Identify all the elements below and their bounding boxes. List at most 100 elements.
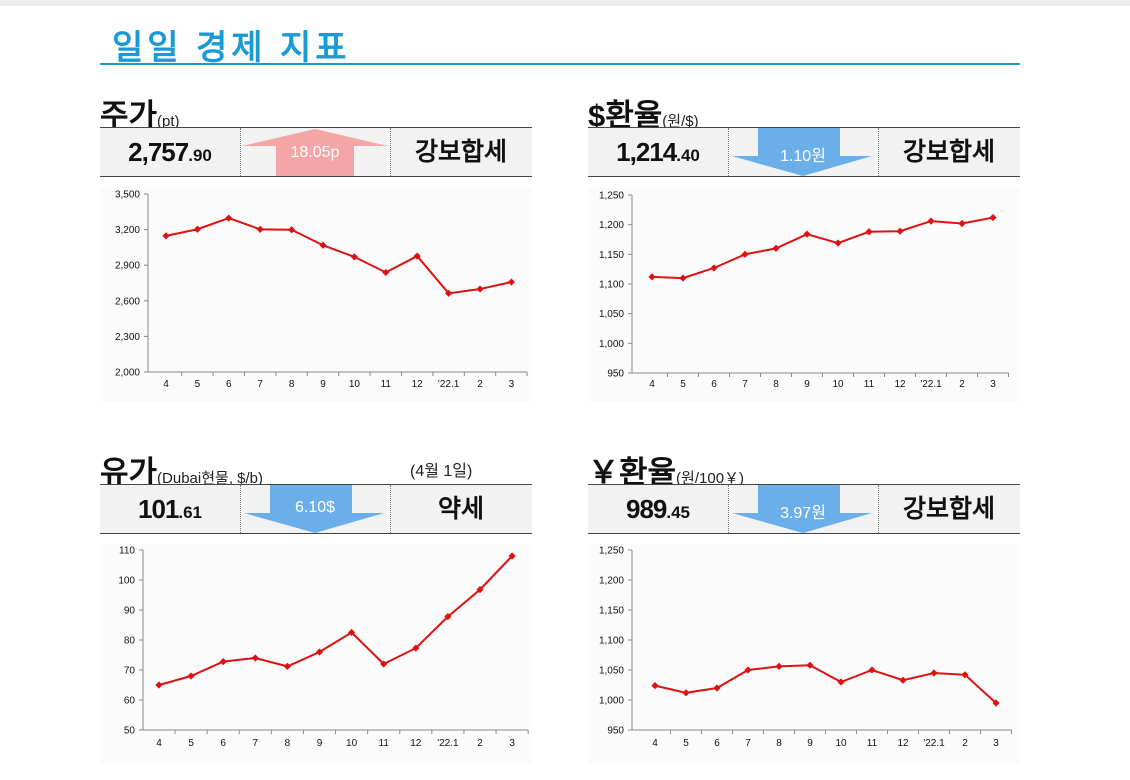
- y-tick-label: 1,250: [599, 191, 624, 202]
- data-point: [508, 552, 516, 560]
- x-tick-label: 9: [317, 738, 323, 749]
- y-tick-label: 1,050: [599, 666, 624, 677]
- data-point: [989, 213, 997, 222]
- y-tick-label: 1,050: [599, 309, 624, 320]
- data-point: [283, 662, 291, 670]
- x-tick-label: 11: [867, 738, 878, 749]
- y-tick-label: 110: [119, 546, 135, 557]
- y-tick-label: 1,200: [599, 220, 624, 231]
- trend-label: 강보합세: [902, 495, 995, 523]
- x-tick-label: 7: [742, 379, 748, 390]
- series-line: [165, 217, 512, 295]
- data-point: [476, 285, 484, 293]
- data-point: [445, 289, 453, 297]
- y-tick-label: 950: [607, 726, 624, 737]
- y-tick-label: 1,150: [599, 250, 624, 261]
- x-tick-label: 5: [683, 738, 689, 749]
- current-value: 989.45: [625, 494, 691, 524]
- x-tick-label: 12: [897, 738, 909, 749]
- line-chart: 950 1,000 1,050 1,100 1,150 1,200 1,250 4 5 6 7 8 9 1…: [588, 187, 1020, 402]
- x-tick-label: 2: [962, 738, 968, 749]
- panel-unit: (Dubai현물, $/b): [157, 470, 264, 487]
- change-value: 3.97원: [780, 505, 826, 522]
- data-point: [896, 227, 904, 235]
- x-tick-label: 10: [349, 379, 361, 390]
- data-point: [256, 225, 264, 233]
- line-chart: 50 60 70 80 90 100 110 4 5 6 7 8 9 10 11 12 '22.1 2 3: [100, 544, 532, 764]
- x-tick-label: 8: [773, 379, 779, 390]
- panel-header: 주가(pt): [100, 90, 180, 133]
- x-tick-label: 4: [652, 738, 658, 749]
- change-value: 6.10$: [294, 499, 336, 516]
- data-point: [958, 219, 966, 228]
- trend-label: 약세: [437, 495, 484, 523]
- data-point: [741, 250, 749, 258]
- x-tick-label: 9: [320, 379, 326, 390]
- line-chart: 2,000 2,300 2,600 2,900 3,200 3,500 4 5 6 7 8 9 10 11…: [100, 187, 532, 402]
- data-point: [930, 669, 938, 677]
- x-tick-label: 6: [714, 738, 720, 749]
- summary-band: 2,757.90 18.05p 강보합세: [100, 127, 532, 177]
- arrow-down-icon: [728, 485, 878, 533]
- line-chart: 950 1,000 1,050 1,100 1,150 1,200 1,250 4 5 6 7 8 9 1…: [588, 544, 1020, 764]
- x-tick-label: 3: [509, 738, 515, 749]
- change-value: 18.05p: [290, 144, 340, 161]
- y-tick-label: 2,000: [115, 368, 140, 379]
- data-point: [837, 678, 845, 686]
- data-point: [961, 671, 969, 679]
- x-tick-label: 3: [990, 379, 996, 390]
- data-point: [187, 672, 195, 680]
- y-tick-label: 1,000: [599, 696, 624, 707]
- data-point: [319, 241, 327, 249]
- data-point: [350, 253, 358, 261]
- y-tick-label: 1,000: [599, 339, 624, 350]
- y-tick-label: 60: [124, 696, 136, 707]
- y-tick-label: 50: [124, 726, 136, 737]
- current-value: 1,214.40: [616, 137, 700, 167]
- x-tick-label: 8: [285, 738, 291, 749]
- data-point: [772, 244, 780, 252]
- change-value: 1.10원: [780, 148, 826, 165]
- series-line: [654, 664, 997, 704]
- summary-band: 989.45 3.97원 강보합세: [588, 484, 1020, 534]
- data-point: [865, 228, 873, 236]
- data-point: [775, 662, 783, 670]
- x-tick-label: 5: [188, 738, 194, 749]
- data-point: [507, 278, 515, 286]
- current-value: 2,757.90: [128, 137, 212, 167]
- x-tick-label: 7: [253, 738, 259, 749]
- x-tick-label: 2: [959, 379, 965, 390]
- data-point: [682, 689, 690, 697]
- y-tick-label: 2,600: [115, 296, 140, 307]
- data-point: [155, 681, 163, 689]
- top-bar: [0, 0, 1130, 6]
- x-tick-label: 2: [477, 738, 483, 749]
- x-tick-label: 5: [195, 379, 201, 390]
- y-tick-label: 1,250: [599, 546, 624, 557]
- x-tick-label: 5: [680, 379, 686, 390]
- data-point: [219, 658, 227, 666]
- y-tick-label: 1,100: [599, 280, 624, 291]
- y-tick-label: 100: [118, 576, 135, 587]
- x-tick-label: 7: [745, 738, 751, 749]
- x-tick-label: 3: [993, 738, 999, 749]
- data-point: [382, 268, 390, 277]
- series-line: [651, 216, 994, 280]
- data-point: [315, 648, 324, 656]
- summary-band: 101.61 6.10$ 약세: [100, 484, 532, 534]
- date-note: (4월 1일): [410, 463, 473, 480]
- x-tick-label: 4: [649, 379, 655, 390]
- arrow-down-icon: [728, 128, 878, 176]
- x-tick-label: 8: [776, 738, 782, 749]
- x-tick-label: 11: [379, 738, 390, 749]
- trend-label: 강보합세: [414, 138, 507, 166]
- x-tick-label: 7: [257, 379, 263, 390]
- panel-header: $환율(원/$): [588, 90, 699, 133]
- series-line: [158, 555, 513, 686]
- arrow-down-icon: [240, 485, 390, 533]
- x-tick-label: 6: [711, 379, 717, 390]
- data-point: [679, 274, 687, 282]
- x-tick-label: 12: [412, 379, 424, 390]
- data-point: [225, 214, 233, 222]
- data-point: [444, 613, 452, 621]
